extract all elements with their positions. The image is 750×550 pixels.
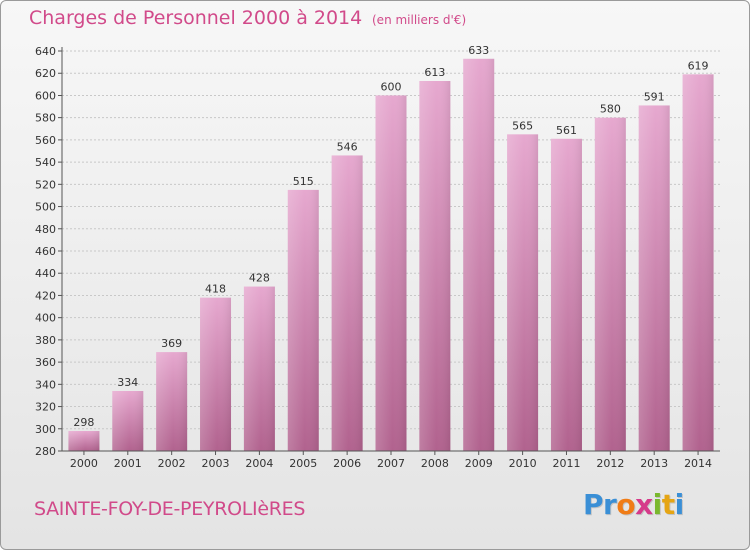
chart-subtitle: (en milliers d'€) bbox=[372, 13, 467, 27]
data-label: 546 bbox=[337, 140, 358, 153]
chart-title: Charges de Personnel 2000 à 2014 bbox=[29, 7, 363, 29]
y-tick-label: 500 bbox=[35, 201, 56, 214]
bar-shade bbox=[200, 297, 232, 451]
logo-letter: o bbox=[616, 488, 636, 521]
y-tick-label: 400 bbox=[35, 312, 56, 325]
data-label: 298 bbox=[73, 416, 94, 429]
x-tick-label: 2010 bbox=[509, 457, 537, 470]
x-tick-label: 2013 bbox=[640, 457, 668, 470]
y-tick-label: 560 bbox=[35, 134, 56, 147]
y-tick-label: 460 bbox=[35, 245, 56, 258]
y-tick-label: 480 bbox=[35, 223, 56, 236]
logo-letter: i bbox=[652, 488, 663, 521]
bar-shade bbox=[375, 95, 407, 451]
bar-shade bbox=[331, 155, 363, 451]
logo-letter: x bbox=[635, 488, 653, 521]
bar-shade bbox=[463, 58, 495, 452]
x-tick-label: 2011 bbox=[552, 457, 580, 470]
bar-shade bbox=[419, 81, 451, 451]
y-tick-label: 640 bbox=[35, 45, 56, 58]
commune-name: SAINTE-FOY-DE-PEYROLIèRES bbox=[34, 498, 306, 520]
x-tick-label: 2006 bbox=[333, 457, 361, 470]
data-label: 591 bbox=[644, 90, 665, 103]
data-label: 619 bbox=[688, 59, 709, 72]
data-label: 613 bbox=[424, 66, 445, 79]
x-tick-label: 2009 bbox=[465, 457, 493, 470]
logo-letter: i bbox=[674, 488, 685, 521]
bar-shade bbox=[638, 105, 670, 451]
bar-shade bbox=[156, 352, 188, 451]
x-tick-label: 2002 bbox=[158, 457, 186, 470]
x-tick-label: 2012 bbox=[596, 457, 624, 470]
y-tick-label: 520 bbox=[35, 178, 56, 191]
data-label: 418 bbox=[205, 283, 226, 296]
bar-shade bbox=[550, 138, 582, 451]
y-tick-label: 360 bbox=[35, 356, 56, 369]
x-tick-label: 2007 bbox=[377, 457, 405, 470]
x-tick-label: 2004 bbox=[245, 457, 273, 470]
logo-letter: t bbox=[661, 488, 675, 521]
bar-shade bbox=[287, 189, 319, 451]
bar-shade bbox=[112, 391, 144, 451]
logo-letter: P bbox=[583, 488, 604, 521]
y-tick-label: 300 bbox=[35, 423, 56, 436]
y-tick-label: 380 bbox=[35, 334, 56, 347]
bar-shade bbox=[594, 117, 626, 452]
y-tick-label: 600 bbox=[35, 89, 56, 102]
data-label: 428 bbox=[249, 272, 270, 285]
data-label: 334 bbox=[117, 376, 138, 389]
y-tick-label: 620 bbox=[35, 67, 56, 80]
bar-shade bbox=[507, 134, 539, 452]
y-tick-label: 420 bbox=[35, 289, 56, 302]
logo-letter: r bbox=[603, 488, 617, 521]
data-label: 580 bbox=[600, 103, 621, 116]
data-label: 515 bbox=[293, 175, 314, 188]
y-tick-label: 580 bbox=[35, 112, 56, 125]
data-label: 369 bbox=[161, 337, 182, 350]
y-tick-label: 340 bbox=[35, 378, 56, 391]
x-tick-label: 2008 bbox=[421, 457, 449, 470]
x-tick-label: 2001 bbox=[114, 457, 142, 470]
data-label: 600 bbox=[381, 80, 402, 93]
x-tick-label: 2000 bbox=[70, 457, 98, 470]
y-tick-label: 540 bbox=[35, 156, 56, 169]
y-tick-label: 440 bbox=[35, 267, 56, 280]
bar-shade bbox=[68, 431, 100, 451]
x-tick-label: 2014 bbox=[684, 457, 712, 470]
y-tick-label: 280 bbox=[35, 445, 56, 458]
x-tick-label: 2003 bbox=[202, 457, 230, 470]
y-tick-label: 320 bbox=[35, 401, 56, 414]
bar-shade bbox=[682, 74, 714, 451]
bar-shade bbox=[243, 286, 275, 451]
data-label: 561 bbox=[556, 124, 577, 137]
data-label: 565 bbox=[512, 119, 533, 132]
proxiti-logo: Proxiti bbox=[583, 488, 684, 521]
x-tick-label: 2005 bbox=[289, 457, 317, 470]
data-label: 633 bbox=[468, 44, 489, 57]
